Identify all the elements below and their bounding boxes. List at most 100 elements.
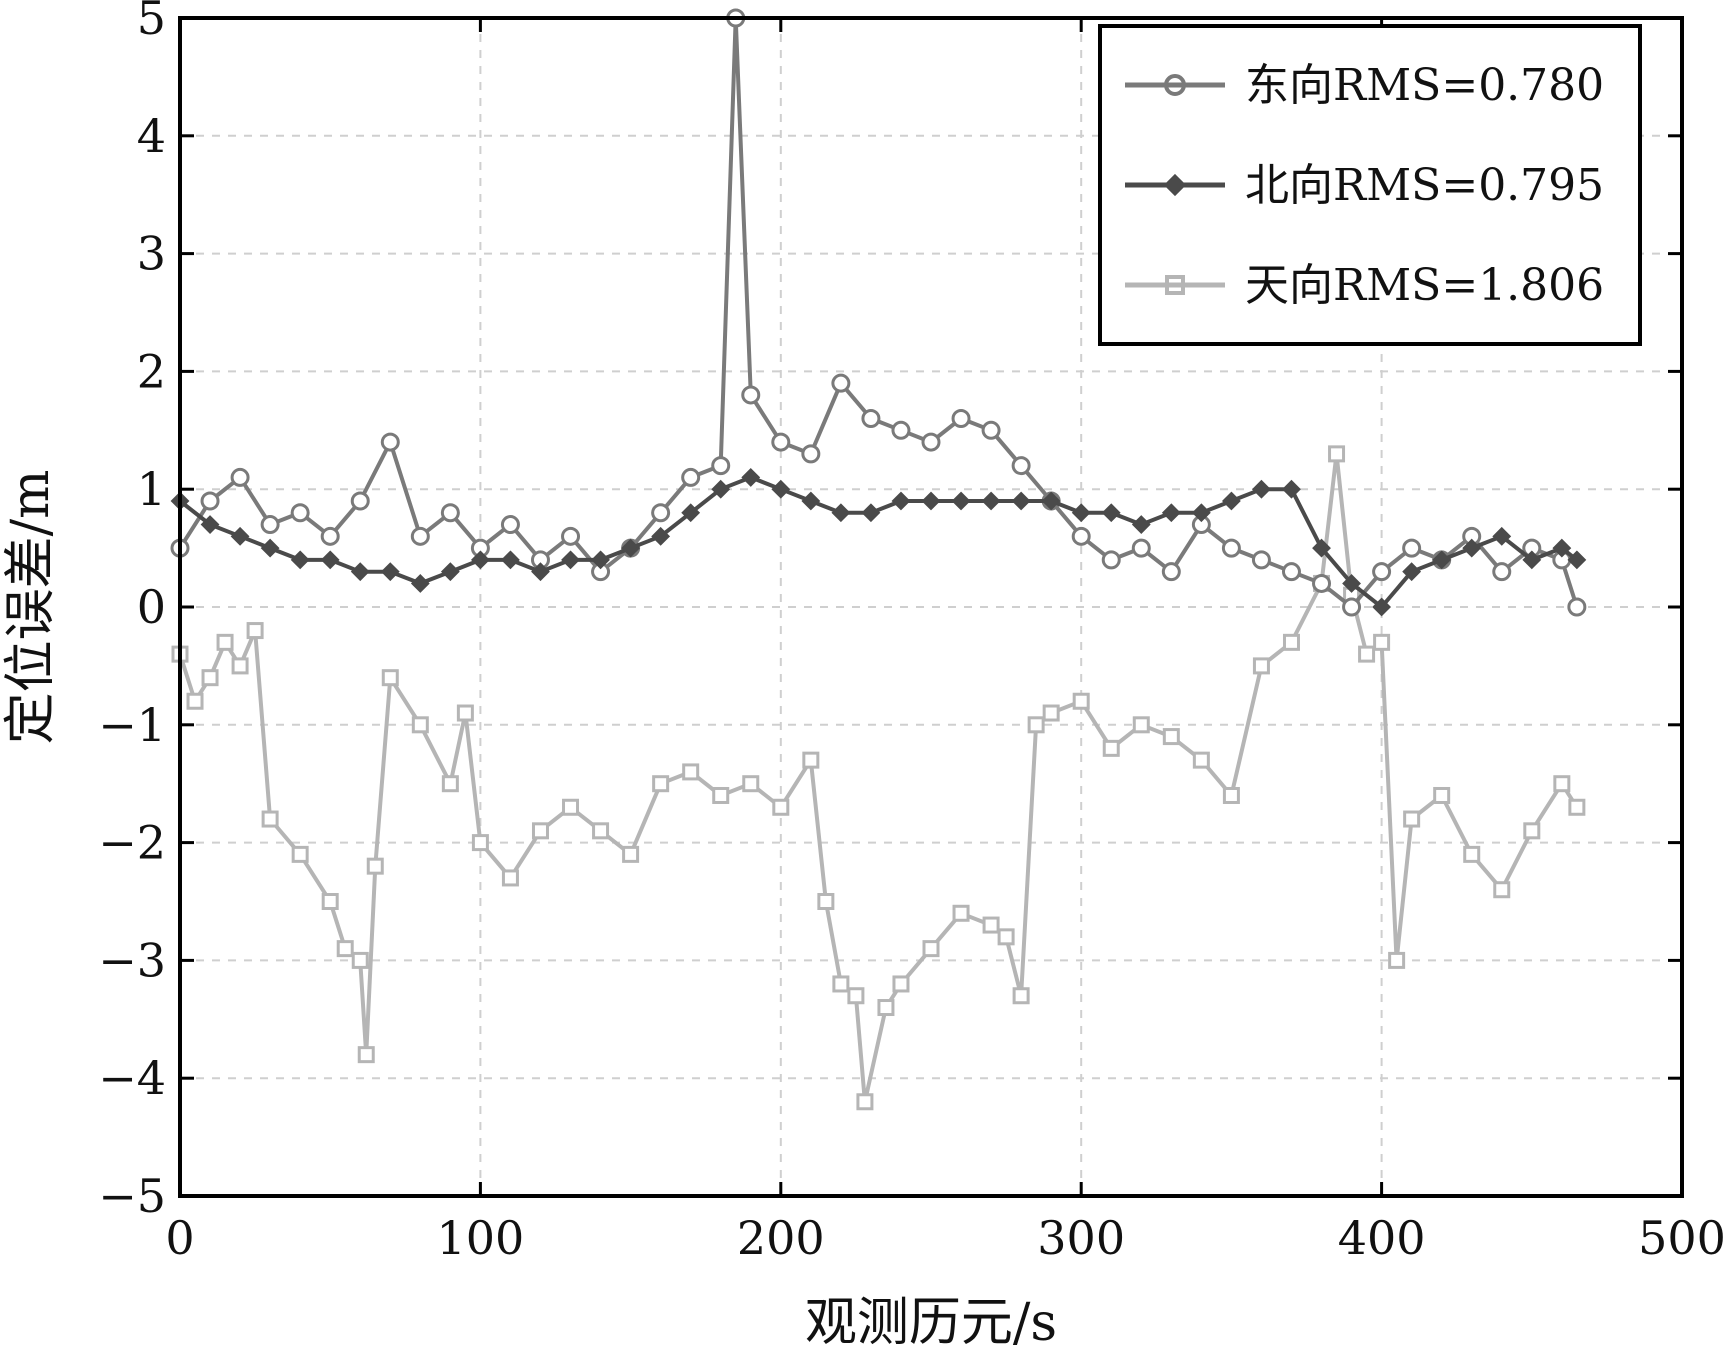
data-point xyxy=(982,916,1000,934)
data-point xyxy=(1552,538,1572,558)
y-tick-label: −3 xyxy=(98,933,166,987)
data-point xyxy=(877,999,895,1017)
x-axis-title: 观测历元/s xyxy=(805,1293,1057,1353)
x-tick-label: 500 xyxy=(1638,1211,1726,1265)
x-tick-label: 400 xyxy=(1338,1211,1426,1265)
legend-label-east: 东向RMS=0.780 xyxy=(1245,60,1604,111)
data-point xyxy=(652,775,670,793)
y-tick-label: 1 xyxy=(137,462,166,516)
data-point xyxy=(1568,798,1586,816)
data-point xyxy=(366,857,384,875)
data-point xyxy=(1372,597,1392,617)
data-point xyxy=(1522,550,1542,570)
data-point xyxy=(186,692,204,710)
data-point xyxy=(1221,491,1241,511)
data-point xyxy=(1342,574,1361,593)
data-point xyxy=(891,420,911,440)
data-point xyxy=(1433,786,1451,804)
x-tick-label: 100 xyxy=(436,1211,524,1265)
y-tick-label: 0 xyxy=(137,580,166,634)
axis-ticks xyxy=(178,16,1684,1198)
data-point xyxy=(1071,526,1091,546)
data-point xyxy=(380,432,400,452)
data-point xyxy=(681,467,701,487)
data-point xyxy=(771,432,791,452)
data-point xyxy=(1312,573,1332,593)
data-point xyxy=(856,1093,874,1111)
data-point xyxy=(501,869,519,887)
series-1 xyxy=(170,468,1587,617)
data-point xyxy=(1523,822,1541,840)
data-point xyxy=(336,940,354,958)
data-point xyxy=(801,444,821,464)
data-point xyxy=(1388,951,1406,969)
data-point xyxy=(411,716,429,734)
legend-marker-east xyxy=(1164,74,1186,96)
tick-labels: 0 100 200 300 400 500 5 4 3 2 1 0 −1 −2 −3 −4 −5 xyxy=(98,0,1726,1265)
data-point xyxy=(471,834,489,852)
data-point xyxy=(290,503,310,523)
data-point xyxy=(801,491,821,511)
data-point xyxy=(357,1046,375,1064)
y-tick-label: 4 xyxy=(137,109,166,163)
data-point xyxy=(290,550,310,570)
data-point xyxy=(1567,597,1587,617)
y-tick-label: −4 xyxy=(98,1051,166,1105)
data-point xyxy=(1192,751,1210,769)
data-point xyxy=(1131,538,1151,558)
data-point xyxy=(1567,550,1587,570)
data-point xyxy=(1342,597,1362,617)
data-point xyxy=(380,562,400,582)
y-tick-label: 3 xyxy=(137,227,166,281)
data-point xyxy=(216,633,234,651)
data-point xyxy=(1252,479,1271,499)
x-tick-label: 300 xyxy=(1037,1211,1125,1265)
data-point xyxy=(1101,503,1121,523)
data-point xyxy=(201,669,219,687)
data-point xyxy=(1222,786,1240,804)
legend-marker-up xyxy=(1165,275,1185,295)
data-point xyxy=(1102,739,1120,757)
data-point xyxy=(1328,445,1346,463)
data-point xyxy=(832,975,850,993)
y-tick-label: −1 xyxy=(98,698,166,752)
data-point xyxy=(651,526,671,546)
data-point xyxy=(410,574,430,593)
legend-label-up: 天向RMS=1.806 xyxy=(1245,260,1604,311)
data-point xyxy=(1358,645,1376,663)
data-point xyxy=(320,550,340,570)
data-point xyxy=(230,467,250,487)
data-point xyxy=(531,822,549,840)
legend-entry-up: 天向RMS=1.806 xyxy=(1125,260,1604,311)
data-point xyxy=(1403,810,1421,828)
legend-label-north: 北向RMS=0.795 xyxy=(1245,160,1604,211)
data-point xyxy=(230,526,250,546)
data-point xyxy=(681,503,701,523)
data-point xyxy=(1161,503,1181,523)
data-point xyxy=(1553,775,1571,793)
data-point xyxy=(921,432,941,452)
data-point xyxy=(1251,550,1271,570)
data-point xyxy=(1041,491,1061,511)
data-point xyxy=(997,928,1015,946)
data-point xyxy=(922,940,940,958)
data-point xyxy=(1221,538,1241,558)
data-point xyxy=(981,420,1001,440)
data-point xyxy=(260,538,280,558)
data-point xyxy=(200,491,220,511)
data-point xyxy=(350,491,370,511)
y-axis-title: 定位误差/m xyxy=(1,470,61,745)
data-point xyxy=(1462,538,1482,558)
data-point xyxy=(320,526,340,546)
data-point xyxy=(1101,550,1121,570)
data-point xyxy=(921,491,941,511)
data-point xyxy=(1492,526,1512,546)
data-point xyxy=(772,798,790,816)
data-point xyxy=(1492,562,1512,582)
data-point xyxy=(1162,728,1180,746)
data-point xyxy=(1282,633,1300,651)
data-point xyxy=(952,904,970,922)
data-point xyxy=(260,515,280,535)
data-point xyxy=(1071,503,1091,523)
data-point xyxy=(231,657,249,675)
